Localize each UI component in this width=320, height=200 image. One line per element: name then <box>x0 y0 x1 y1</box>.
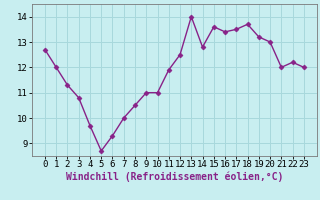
X-axis label: Windchill (Refroidissement éolien,°C): Windchill (Refroidissement éolien,°C) <box>66 172 283 182</box>
